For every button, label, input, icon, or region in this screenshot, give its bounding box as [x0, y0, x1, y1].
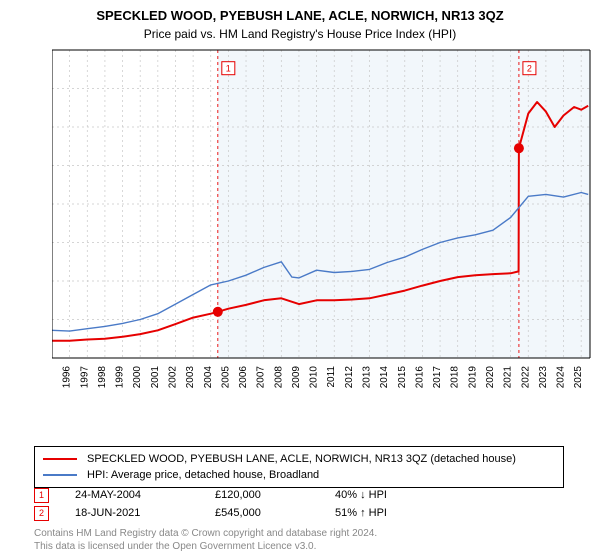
svg-text:2009: 2009	[291, 366, 302, 389]
event-diff: 40% ↓ HPI	[335, 489, 455, 501]
svg-text:2013: 2013	[362, 366, 373, 389]
svg-text:2000: 2000	[132, 366, 143, 389]
svg-text:2002: 2002	[167, 366, 178, 389]
event-marker: 1	[34, 488, 49, 503]
chart-container: SPECKLED WOOD, PYEBUSH LANE, ACLE, NORWI…	[0, 0, 600, 560]
legend-label: HPI: Average price, detached house, Broa…	[87, 469, 319, 481]
svg-text:2004: 2004	[203, 366, 214, 389]
svg-text:2023: 2023	[538, 366, 549, 389]
legend: SPECKLED WOOD, PYEBUSH LANE, ACLE, NORWI…	[34, 446, 564, 488]
chart-title: SPECKLED WOOD, PYEBUSH LANE, ACLE, NORWI…	[0, 0, 600, 23]
legend-label: SPECKLED WOOD, PYEBUSH LANE, ACLE, NORWI…	[87, 453, 516, 465]
svg-text:2010: 2010	[309, 366, 320, 389]
event-price: £120,000	[215, 489, 335, 501]
svg-text:1996: 1996	[62, 366, 73, 389]
svg-text:1998: 1998	[97, 366, 108, 389]
svg-text:1: 1	[226, 64, 231, 74]
svg-text:2001: 2001	[150, 366, 161, 389]
svg-text:2003: 2003	[185, 366, 196, 389]
chart-subtitle: Price paid vs. HM Land Registry's House …	[0, 23, 600, 45]
svg-text:2015: 2015	[397, 366, 408, 389]
event-row: 1 24-MAY-2004£120,00040% ↓ HPI	[34, 486, 455, 504]
footer-attribution: Contains HM Land Registry data © Crown c…	[34, 528, 377, 553]
svg-text:2008: 2008	[273, 366, 284, 389]
svg-text:2017: 2017	[432, 366, 443, 389]
footer-line1: Contains HM Land Registry data © Crown c…	[34, 528, 377, 541]
legend-row: SPECKLED WOOD, PYEBUSH LANE, ACLE, NORWI…	[43, 451, 555, 467]
svg-text:1995: 1995	[52, 366, 55, 389]
svg-text:2007: 2007	[256, 366, 267, 389]
event-table: 1 24-MAY-2004£120,00040% ↓ HPI 2 18-JUN-202…	[34, 486, 455, 522]
svg-text:2005: 2005	[220, 366, 231, 389]
legend-swatch	[43, 474, 77, 475]
svg-text:2019: 2019	[467, 366, 478, 389]
footer-line2: This data is licensed under the Open Gov…	[34, 541, 377, 554]
event-marker: 2	[34, 506, 49, 521]
legend-row: HPI: Average price, detached house, Broa…	[43, 467, 555, 483]
svg-text:2012: 2012	[344, 366, 355, 389]
svg-text:1997: 1997	[79, 366, 90, 389]
svg-text:2011: 2011	[326, 366, 337, 388]
event-row: 2 18-JUN-2021£545,00051% ↑ HPI	[34, 504, 455, 522]
svg-text:2014: 2014	[379, 366, 390, 389]
svg-text:2021: 2021	[503, 366, 514, 389]
event-price: £545,000	[215, 507, 335, 519]
svg-text:2025: 2025	[573, 366, 584, 389]
price-chart: £0£100K£200K£300K£400K£500K£600K£700K£80…	[52, 46, 594, 406]
svg-text:2018: 2018	[450, 366, 461, 389]
svg-text:2: 2	[527, 64, 532, 74]
svg-text:2020: 2020	[485, 366, 496, 389]
svg-text:1999: 1999	[115, 366, 126, 389]
svg-text:2016: 2016	[414, 366, 425, 389]
event-diff: 51% ↑ HPI	[335, 507, 455, 519]
svg-text:2022: 2022	[520, 366, 531, 389]
svg-text:2024: 2024	[556, 366, 567, 389]
event-date: 18-JUN-2021	[75, 507, 215, 519]
event-date: 24-MAY-2004	[75, 489, 215, 501]
svg-text:2006: 2006	[238, 366, 249, 389]
legend-swatch	[43, 458, 77, 460]
